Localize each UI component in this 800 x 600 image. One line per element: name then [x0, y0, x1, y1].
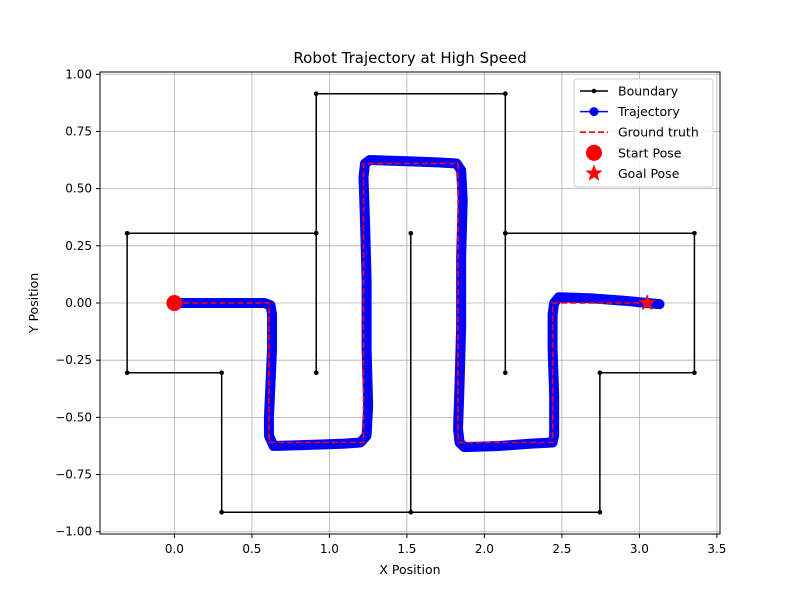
chart-title: Robot Trajectory at High Speed: [293, 49, 526, 67]
y-tick-label: 0.25: [65, 239, 92, 253]
y-tick-label: 0.50: [65, 182, 92, 196]
boundary-point: [408, 509, 414, 515]
boundary-point: [503, 230, 508, 236]
boundary-point: [124, 230, 130, 236]
boundary-point: [692, 370, 697, 376]
x-tick-label: 2.5: [552, 542, 571, 556]
x-axis: 0.0 0.5 1.0 1.5 2.0 2.5 3.0 3.5: [165, 534, 726, 556]
y-tick-label: 0.00: [65, 296, 92, 310]
boundary-point: [313, 91, 319, 97]
legend-label: Goal Pose: [618, 166, 680, 181]
boundary-point: [597, 509, 603, 515]
x-tick-label: 3.5: [707, 542, 726, 556]
plot-area: [124, 91, 697, 515]
y-tick-label: 0.75: [65, 124, 92, 138]
boundary-point: [313, 370, 319, 376]
goal-pose-marker: [638, 294, 656, 311]
boundary-point: [124, 370, 130, 376]
x-tick-label: 2.0: [475, 542, 494, 556]
boundary-point: [692, 230, 697, 236]
legend-label: Boundary: [618, 84, 679, 99]
legend-boundary-marker: [591, 88, 597, 94]
boundary-point: [503, 370, 508, 376]
x-axis-label: X Position: [379, 562, 440, 577]
legend-trajectory-marker: [589, 107, 599, 117]
legend-label: Trajectory: [617, 104, 680, 119]
start-pose-marker: [166, 295, 183, 311]
legend-start-marker: [586, 144, 602, 161]
legend-goal-marker: [585, 164, 603, 181]
boundary-point: [503, 91, 508, 97]
boundary-point: [408, 230, 414, 236]
y-tick-label: −0.25: [55, 353, 92, 367]
y-tick-label: 1.00: [65, 67, 92, 81]
y-tick-label: −1.00: [55, 525, 92, 539]
y-axis-label: Y Position: [26, 273, 41, 334]
legend-label: Ground truth: [618, 125, 699, 140]
ground-truth-line: [174, 162, 648, 444]
boundary-point: [219, 370, 224, 376]
x-tick-label: 0.5: [242, 542, 261, 556]
x-tick-label: 1.5: [397, 542, 416, 556]
x-tick-label: 3.0: [630, 542, 649, 556]
y-tick-label: −0.75: [55, 468, 92, 482]
x-tick-label: 0.0: [165, 542, 184, 556]
y-tick-label: −0.50: [55, 410, 92, 424]
legend: Boundary Trajectory Ground truth Start Pose…: [573, 78, 714, 188]
boundary-point: [313, 230, 319, 236]
boundary-point: [219, 509, 224, 515]
y-axis: −1.00 −0.75 −0.50 −0.25 0.00 0.25 0.50 0.75 1.00: [55, 67, 100, 539]
boundary-point: [597, 370, 603, 376]
legend-label: Start Pose: [618, 145, 682, 160]
legend-box: [573, 78, 714, 188]
x-tick-label: 1.0: [320, 542, 339, 556]
